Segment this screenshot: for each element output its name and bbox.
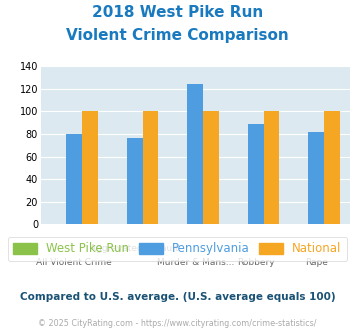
Bar — [82, 111, 98, 224]
Bar — [324, 111, 340, 224]
Text: All Violent Crime: All Violent Crime — [36, 258, 112, 267]
Text: Robbery: Robbery — [237, 258, 275, 267]
Bar — [127, 138, 143, 224]
Legend: West Pike Run, Pennsylvania, National: West Pike Run, Pennsylvania, National — [7, 237, 348, 261]
Text: Violent Crime Comparison: Violent Crime Comparison — [66, 28, 289, 43]
Text: 2018 West Pike Run: 2018 West Pike Run — [92, 5, 263, 20]
Bar — [203, 111, 219, 224]
Bar — [66, 134, 82, 224]
Bar — [143, 111, 158, 224]
Text: © 2025 CityRating.com - https://www.cityrating.com/crime-statistics/: © 2025 CityRating.com - https://www.city… — [38, 319, 317, 328]
Text: Aggravated Assault: Aggravated Assault — [91, 244, 179, 253]
Text: Murder & Mans...: Murder & Mans... — [157, 258, 234, 267]
Bar — [187, 84, 203, 224]
Bar — [308, 132, 324, 224]
Text: Rape: Rape — [305, 258, 328, 267]
Text: Compared to U.S. average. (U.S. average equals 100): Compared to U.S. average. (U.S. average … — [20, 292, 335, 302]
Bar — [248, 124, 264, 224]
Bar — [264, 111, 279, 224]
